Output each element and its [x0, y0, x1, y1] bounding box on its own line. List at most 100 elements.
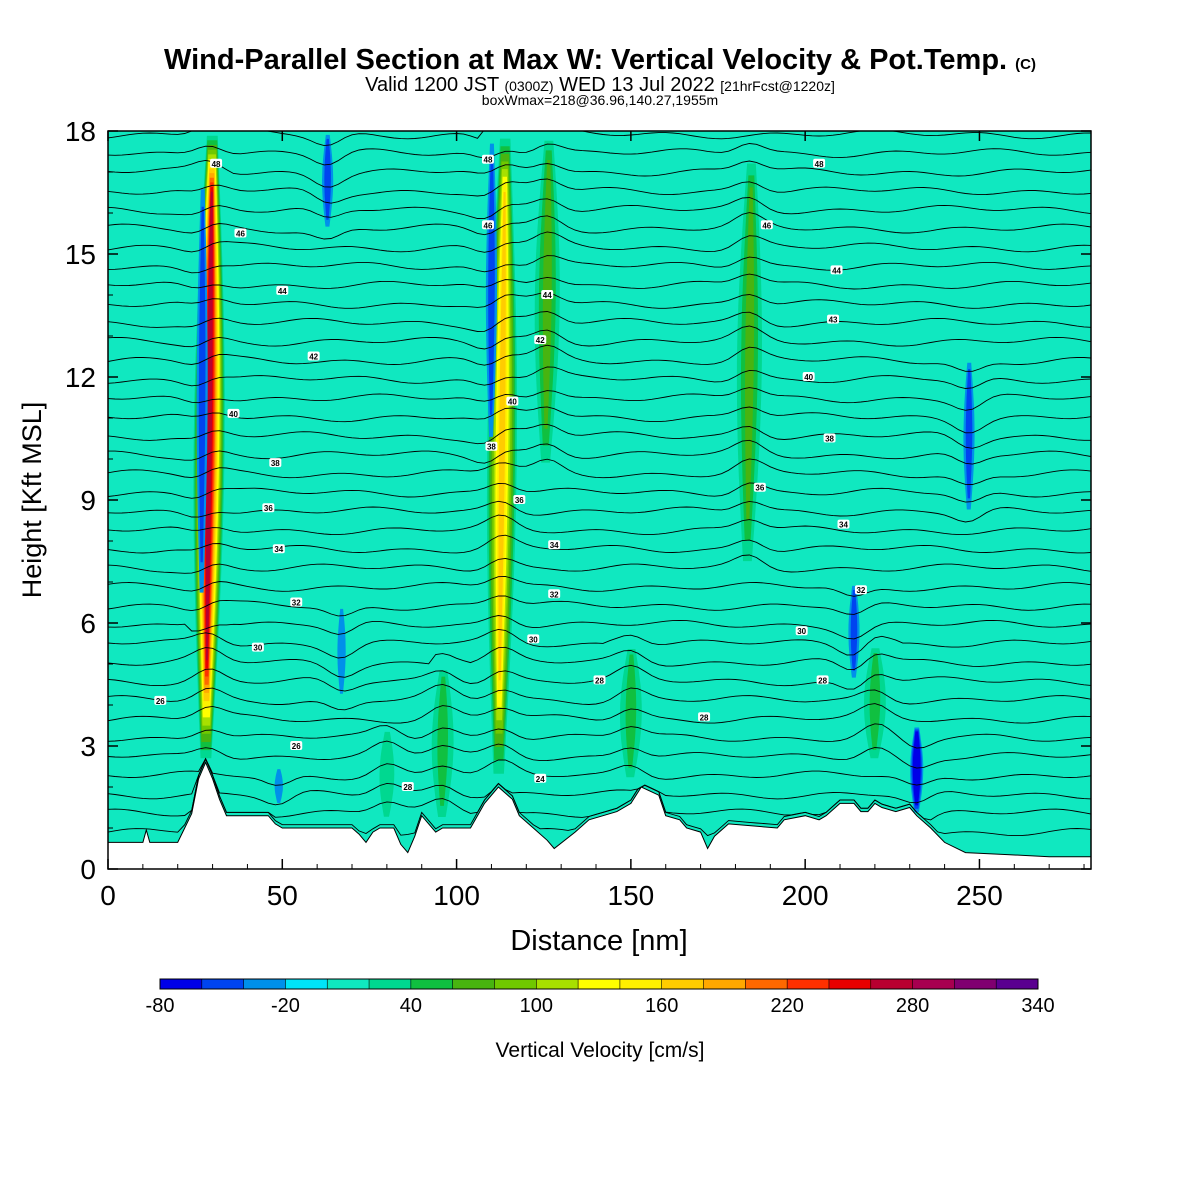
colorbar-tick-label: 220 — [770, 995, 803, 1017]
chart-subtitle: Valid 1200 JST (0300Z) WED 13 Jul 2022 [… — [0, 74, 1200, 97]
colorbar-swatch — [578, 979, 621, 989]
colorbar-swatch — [369, 979, 412, 989]
theta-label-box — [481, 220, 494, 230]
theta-label-box — [830, 265, 843, 275]
theta-label-text: 44 — [543, 291, 552, 300]
theta-label-box — [481, 154, 494, 164]
isentrope-line — [108, 554, 1091, 574]
theta-label-text: 30 — [529, 635, 538, 644]
x-tick-label: 0 — [100, 880, 116, 911]
theta-label: 46 — [481, 220, 494, 230]
theta-label-text: 38 — [271, 459, 280, 468]
theta-label-text: 32 — [292, 599, 301, 608]
theta-label-box — [276, 285, 289, 295]
chart-title-text: Wind-Parallel Section at Max W: Vertical… — [163, 44, 1008, 76]
colorbar-swatch — [201, 979, 245, 989]
theta-label-box — [262, 503, 275, 513]
isentrope-line — [108, 212, 1091, 240]
contour-band — [850, 589, 858, 671]
theta-label-box — [827, 314, 840, 324]
colorbar-swatch — [954, 979, 997, 989]
colorbar-tick-label: -20 — [271, 995, 300, 1017]
isentrope-line — [108, 178, 1091, 204]
theta-label: 42 — [307, 351, 320, 362]
theta-label: 40 — [227, 408, 240, 419]
theta-label: 26 — [154, 695, 167, 706]
theta-label-box — [272, 544, 285, 554]
theta-label: 44 — [830, 265, 843, 275]
isentropes — [108, 131, 1091, 837]
theta-label: 24 — [534, 773, 547, 784]
isentrope-line — [108, 534, 1091, 554]
theta-label-text: 38 — [825, 435, 834, 444]
colorbar-tick-label: 100 — [520, 995, 553, 1017]
theta-label-text: 36 — [515, 496, 524, 505]
colorbar-swatch — [410, 979, 454, 989]
theta-label-box — [534, 335, 547, 345]
theta-label-box — [760, 220, 773, 230]
theta-label-text: 38 — [487, 443, 496, 452]
isentrope-line — [108, 615, 1091, 640]
isentrope-line — [108, 325, 1091, 350]
y-tick-label: 3 — [80, 731, 96, 762]
updraft-2 — [534, 140, 560, 463]
isentrope-line — [108, 458, 1091, 485]
theta-label-text: 40 — [229, 410, 238, 419]
isentrope-line — [108, 575, 1091, 597]
updraft-5 — [620, 649, 642, 778]
theta-label-text: 40 — [804, 373, 813, 382]
contour-band — [206, 191, 213, 661]
isentrope-line — [108, 628, 1091, 659]
theta-label-text: 44 — [278, 287, 287, 296]
y-tick-label: 12 — [65, 362, 96, 393]
updraft-6 — [431, 670, 454, 817]
theta-label-box — [251, 642, 264, 652]
theta-label: 38 — [823, 433, 836, 444]
theta-label: 48 — [813, 158, 826, 169]
colorbar-tick-label: -80 — [146, 995, 175, 1017]
isentrope-line — [108, 159, 1091, 188]
chart-title: Wind-Parallel Section at Max W: Vertical… — [0, 44, 1200, 77]
theta-label: 38 — [269, 458, 282, 468]
theta-label-box — [401, 782, 414, 791]
colorbar-swatch — [745, 979, 788, 989]
x-tick-label: 150 — [608, 880, 655, 911]
theta-label-box — [823, 433, 836, 443]
isentrope-line — [108, 366, 1091, 389]
theta-label-text: 42 — [536, 336, 545, 345]
theta-label-text: 28 — [700, 713, 709, 722]
downdraft-2 — [322, 134, 334, 227]
y-tick-label: 9 — [80, 485, 96, 516]
theta-label-text: 46 — [236, 230, 245, 239]
downdraft-7 — [274, 769, 283, 803]
theta-label: 46 — [234, 228, 247, 239]
contour-band — [379, 731, 395, 817]
theta-label: 26 — [290, 741, 303, 751]
theta-label: 30 — [527, 634, 540, 644]
theta-label-box — [593, 675, 606, 685]
colorbar-frame — [159, 978, 1039, 990]
theta-label: 34 — [272, 544, 285, 554]
downdraft-6 — [337, 608, 346, 694]
isentrope-line — [108, 344, 1091, 372]
theta-label-text: 26 — [156, 697, 165, 706]
theta-label-box — [227, 408, 240, 418]
contour-band — [437, 676, 448, 806]
theta-label-text: 28 — [595, 676, 604, 685]
theta-label-text: 36 — [755, 484, 764, 493]
theta-label-box — [154, 695, 167, 705]
isentrope-line — [108, 197, 1091, 220]
colorbar-swatch — [661, 979, 705, 989]
y-tick-label: 15 — [65, 239, 96, 270]
theta-label-box — [290, 741, 303, 750]
contour-band — [274, 769, 283, 803]
theta-label-text: 42 — [309, 353, 318, 362]
colorbar-swatch — [912, 979, 955, 989]
forecast-run: [21hrFcst@1220z] — [720, 78, 835, 94]
theta-label-text: 30 — [253, 644, 262, 653]
theta-label-text: 36 — [264, 504, 273, 513]
contour-band — [498, 192, 506, 681]
chart-subtitle-2: boxWmax=218@36.96,140.27,1955m — [481, 92, 719, 108]
theta-label: 32 — [548, 589, 561, 599]
